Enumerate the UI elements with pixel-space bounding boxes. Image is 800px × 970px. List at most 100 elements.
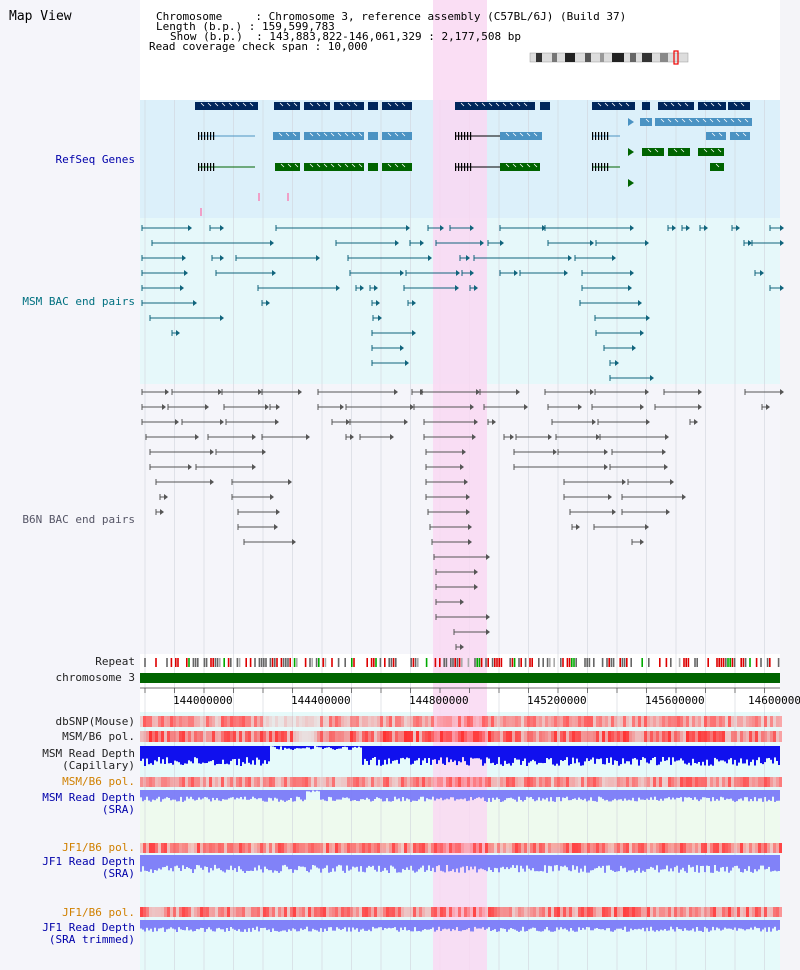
- pol-heat-cell: [725, 843, 728, 853]
- refseq-exon: [592, 163, 594, 171]
- read-depth-bar: [616, 746, 618, 761]
- pol-heat-cell: [629, 716, 632, 727]
- pol-heat-cell: [500, 777, 503, 787]
- pol-heat-cell: [542, 843, 545, 853]
- read-depth-bar: [642, 855, 644, 871]
- pol-heat-cell: [512, 716, 515, 727]
- pol-heat-cell: [143, 907, 146, 917]
- read-depth-bar: [216, 855, 218, 869]
- read-depth-bar: [508, 920, 510, 930]
- b6n-bac-track[interactable]: [141, 389, 784, 650]
- read-depth-bar: [700, 855, 702, 866]
- read-depth-bar: [410, 746, 412, 765]
- read-depth-bar: [168, 790, 170, 798]
- pol-heat-cell: [449, 907, 452, 917]
- pol-heat-cell: [521, 731, 524, 742]
- read-depth-bar: [522, 855, 524, 869]
- chromosome-bar[interactable]: [140, 673, 780, 683]
- track-label-repeat[interactable]: Repeat: [95, 655, 135, 668]
- pol-heat-cell: [347, 907, 350, 917]
- pol-heat-cell: [584, 907, 587, 917]
- pol-heat-cell: [218, 731, 221, 742]
- read-depth-bar: [176, 790, 178, 802]
- read-depth-bar: [288, 790, 290, 800]
- pol-heat-cell: [320, 907, 323, 917]
- read-depth-bar: [536, 790, 538, 801]
- pol-heat-cell: [377, 777, 380, 787]
- read-depth-bar: [754, 790, 756, 798]
- read-depth-bar: [358, 746, 360, 747]
- track-label-jf1-depth-trim[interactable]: JF1 Read Depth: [42, 921, 135, 934]
- read-depth-bar: [334, 746, 336, 750]
- pol-heat-cell: [380, 843, 383, 853]
- pol-heat-cell: [248, 731, 251, 742]
- pol-heat-cell: [443, 731, 446, 742]
- read-depth-bar: [292, 790, 294, 802]
- msm-bac-pair-arrow: [270, 240, 274, 246]
- repeat-element: [282, 658, 285, 667]
- read-depth-bar: [472, 790, 474, 801]
- track-label-jf1-depth-sra[interactable]: JF1 Read Depth: [42, 855, 135, 868]
- track-label-jf1-b6-pol-1[interactable]: JF1/B6 pol.: [62, 841, 135, 854]
- pol-heat-cell: [560, 777, 563, 787]
- track-label-msm-bac[interactable]: MSM BAC end pairs: [22, 295, 135, 308]
- refseq-genes-track[interactable]: [195, 102, 752, 216]
- read-depth-bar: [142, 746, 144, 759]
- msm-bac-track[interactable]: [141, 225, 784, 381]
- pol-heat-cell: [275, 731, 278, 742]
- read-depth-bar: [156, 920, 158, 932]
- pol-heat-cell: [716, 843, 719, 853]
- msm-bac-pair-arrow: [568, 255, 572, 261]
- pol-heat-cell: [248, 907, 251, 917]
- pol-heat-cell: [602, 777, 605, 787]
- track-label-msm-depth-cap[interactable]: MSM Read Depth: [42, 747, 135, 760]
- pol-heat-cell: [578, 907, 581, 917]
- pol-heat-cell: [647, 777, 650, 787]
- msm-bac-pair-arrow: [466, 255, 470, 261]
- repeat-element: [549, 658, 551, 667]
- track-label-b6n-bac[interactable]: B6N BAC end pairs: [22, 513, 135, 526]
- pol-heat-cell: [419, 731, 422, 742]
- polymorphism-heatmaps[interactable]: [140, 716, 782, 917]
- read-depth-bar: [590, 920, 592, 931]
- pol-heat-cell: [725, 731, 728, 742]
- read-depth-bar: [340, 790, 342, 800]
- read-depth-bar: [382, 746, 384, 765]
- repeat-track[interactable]: [144, 658, 780, 667]
- read-depth-bar: [614, 790, 616, 799]
- track-label-dbsnp[interactable]: dbSNP(Mouse): [55, 715, 135, 728]
- repeat-element: [707, 658, 709, 667]
- track-label-msm-b6-pol-2[interactable]: MSM/B6 pol.: [62, 775, 135, 788]
- highlight-region[interactable]: [433, 0, 487, 970]
- read-depth-bars[interactable]: [140, 746, 780, 932]
- read-depth-bar: [760, 855, 762, 866]
- track-label-chromosome[interactable]: chromosome 3: [55, 671, 135, 684]
- pol-heat-cell: [251, 716, 254, 727]
- pol-heat-cell: [515, 843, 518, 853]
- pol-heat-cell: [425, 843, 428, 853]
- track-label-refseq[interactable]: RefSeq Genes: [55, 153, 135, 166]
- pol-heat-cell: [317, 731, 320, 742]
- track-label-msm-depth-sra[interactable]: MSM Read Depth: [42, 791, 135, 804]
- pol-heat-cell: [437, 777, 440, 787]
- refseq-marker: [258, 193, 260, 201]
- pol-heat-cell: [686, 731, 689, 742]
- track-label-msm-b6-pol-1[interactable]: MSM/B6 pol.: [62, 730, 135, 743]
- read-depth-bar: [474, 920, 476, 927]
- pol-heat-cell: [719, 731, 722, 742]
- read-depth-bar: [706, 920, 708, 929]
- chromosome-ideogram[interactable]: [529, 50, 689, 65]
- read-depth-bar: [520, 746, 522, 765]
- pol-heat-cell: [551, 777, 554, 787]
- repeat-element: [531, 658, 533, 667]
- read-depth-bar: [370, 790, 372, 802]
- pol-heat-cell: [677, 843, 680, 853]
- repeat-element: [263, 658, 265, 667]
- pol-heat-cell: [422, 716, 425, 727]
- read-depth-bar: [776, 855, 778, 872]
- pol-heat-cell: [608, 731, 611, 742]
- track-label-jf1-b6-pol-2[interactable]: JF1/B6 pol.: [62, 906, 135, 919]
- pol-heat-cell: [626, 716, 629, 727]
- read-depth-bar: [418, 746, 420, 759]
